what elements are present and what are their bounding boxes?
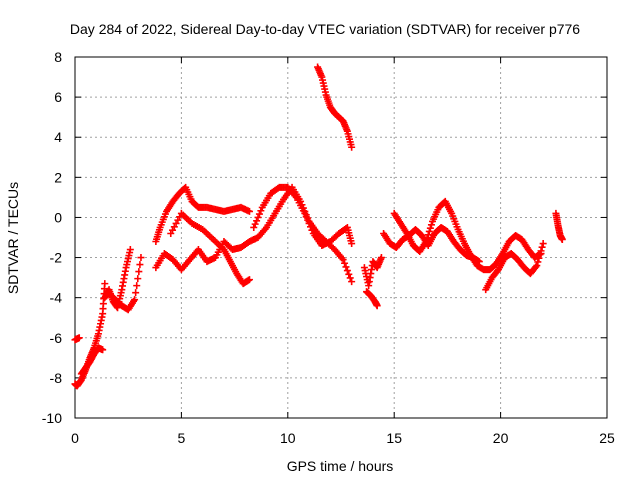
data-point	[535, 254, 543, 262]
data-point	[536, 251, 544, 259]
x-tick-label: 20	[493, 430, 509, 446]
data-point	[250, 223, 258, 231]
x-tick-label: 25	[599, 430, 615, 446]
axis-ticks: 0 5 10 15 20 25 -10 -8 -6 -4 -2 0 2 4 6 8	[42, 49, 615, 446]
y-tick-label: -10	[42, 410, 62, 426]
data-point	[305, 219, 313, 227]
data-point	[539, 240, 547, 248]
plot-frame	[74, 56, 608, 419]
series-sat-o	[482, 240, 547, 294]
y-tick-label: -6	[50, 330, 63, 346]
data-point	[134, 275, 142, 283]
data-point	[377, 254, 385, 262]
series-sat-n	[390, 197, 545, 274]
data-point	[126, 246, 134, 254]
data-point	[131, 296, 139, 304]
data-point	[245, 207, 253, 215]
data-point	[132, 289, 140, 297]
data-point	[343, 267, 351, 275]
data-point	[306, 223, 314, 231]
data-point	[254, 213, 262, 221]
series-sat-l	[363, 288, 381, 310]
data-point	[346, 274, 354, 282]
y-tick-label: 2	[54, 169, 62, 185]
y-tick-label: 0	[54, 209, 62, 225]
data-point	[245, 276, 253, 284]
data-point	[99, 346, 107, 354]
data-point	[301, 209, 309, 217]
series-sat-f	[152, 183, 253, 246]
y-tick-label: 6	[54, 89, 62, 105]
x-tick-label: 0	[71, 430, 79, 446]
data-point	[532, 263, 540, 271]
series-sat-b	[71, 334, 83, 344]
y-axis-label: SDTVAR / TECUs	[5, 182, 21, 294]
y-tick-label: 4	[54, 129, 62, 145]
chart-title: Day 284 of 2022, Sidereal Day-to-day VTE…	[70, 21, 580, 37]
y-tick-label: -4	[50, 290, 63, 306]
data-point	[534, 258, 542, 266]
data-point	[538, 243, 546, 251]
data-point	[308, 226, 316, 234]
data-point	[253, 217, 261, 225]
data-point	[135, 268, 143, 276]
data-point	[348, 240, 356, 248]
data-point	[425, 227, 433, 235]
x-tick-label: 10	[280, 430, 296, 446]
y-tick-label: -2	[50, 250, 63, 266]
data-point	[426, 224, 434, 232]
data-point	[75, 334, 83, 342]
data-point	[348, 143, 356, 151]
data-point	[348, 278, 356, 286]
series-sat-i	[250, 183, 356, 250]
data-point	[257, 207, 265, 215]
series-sat-c	[77, 344, 107, 378]
data-point	[339, 256, 347, 264]
data-point	[423, 234, 431, 242]
data-point	[422, 238, 430, 246]
y-tick-label: 8	[54, 49, 62, 65]
data-point	[251, 220, 259, 228]
data-point	[133, 282, 141, 290]
data-point	[345, 270, 353, 278]
series-sat-e	[105, 254, 145, 314]
data-point	[558, 236, 566, 244]
series-sat-h	[167, 209, 253, 288]
data-point	[341, 259, 349, 267]
x-axis-label: GPS time / hours	[287, 458, 394, 474]
data-point	[136, 261, 144, 269]
data-point	[424, 231, 432, 239]
x-tick-label: 5	[178, 430, 186, 446]
data-point	[533, 262, 541, 270]
series-sat-m	[380, 223, 483, 266]
data-point	[537, 247, 545, 255]
data-point	[101, 280, 109, 288]
series-sat-p	[552, 209, 566, 244]
data-point	[373, 302, 381, 310]
data-points	[71, 63, 566, 390]
series-sat-j	[314, 63, 356, 151]
y-tick-label: -8	[50, 370, 63, 386]
data-point	[302, 213, 310, 221]
data-point	[427, 221, 435, 229]
data-point	[137, 254, 145, 262]
data-point	[255, 210, 263, 218]
data-point	[342, 263, 350, 271]
series-sat-g	[152, 183, 356, 286]
series-sat-k	[360, 254, 385, 290]
data-point	[304, 216, 312, 224]
x-tick-label: 15	[386, 430, 402, 446]
